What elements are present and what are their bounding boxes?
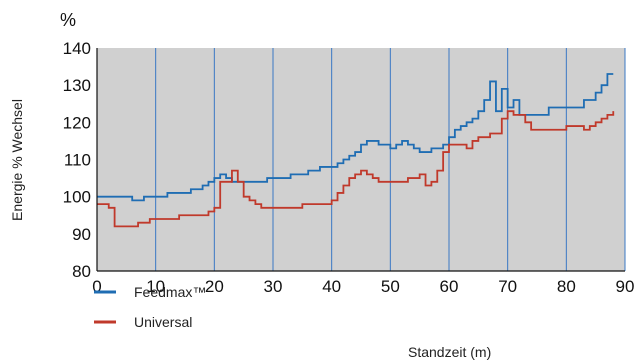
x-tick-label: 90	[616, 277, 635, 296]
series-line-1	[97, 110, 615, 228]
series-line-0	[97, 73, 614, 202]
x-tick-label: 80	[557, 277, 576, 296]
legend-label: Feedmax™	[134, 284, 206, 300]
x-tick-label: 20	[205, 277, 224, 296]
x-tick-label: 10	[146, 277, 165, 296]
x-tick-label: 70	[498, 277, 517, 296]
y-tick-label: 100	[63, 188, 91, 207]
y-tick-label: 140	[63, 39, 91, 58]
y-tick-label: 110	[64, 151, 91, 170]
legend-label: Universal	[134, 314, 192, 330]
x-axis: 0 10 20 30 40 50 60 70 80 90	[92, 277, 634, 296]
x-tick-label: 0	[92, 277, 101, 296]
y-tick-label: 80	[72, 262, 91, 281]
y-unit-label: %	[60, 10, 76, 30]
x-tick-label: 50	[381, 277, 400, 296]
x-tick-label: 60	[440, 277, 459, 296]
y-axis: 80 90 100 110 120 130 140	[63, 39, 91, 281]
x-axis-label: Standzeit (m)	[408, 344, 491, 360]
series-lines	[97, 73, 615, 228]
x-tick-label: 30	[264, 277, 283, 296]
legend: Feedmax™ Universal	[94, 284, 206, 330]
y-tick-label: 120	[63, 113, 91, 132]
grid	[155, 48, 626, 271]
y-tick-label: 130	[63, 76, 91, 95]
y-axis-label: Energie % Wechsel	[9, 99, 25, 221]
x-tick-label: 40	[322, 277, 341, 296]
plot-area	[97, 48, 625, 271]
y-tick-label: 90	[72, 225, 91, 244]
